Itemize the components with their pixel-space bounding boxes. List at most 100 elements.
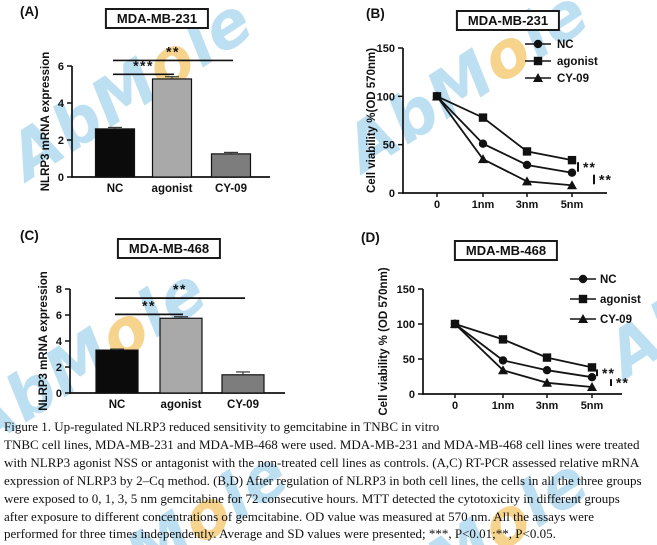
y-tick-label: 150 bbox=[397, 284, 415, 296]
x-tick-label: 0 bbox=[434, 199, 440, 211]
y-axis-label: Cell viability % (OD 570nm) bbox=[378, 267, 390, 415]
legend-label-agonist: agonist bbox=[600, 294, 641, 306]
square-marker bbox=[578, 294, 588, 304]
x-category-label: CY-09 bbox=[215, 183, 247, 195]
significance-stars: ** bbox=[602, 365, 615, 381]
triangle-marker bbox=[542, 377, 552, 387]
square-marker bbox=[587, 363, 597, 372]
bar-agonist bbox=[159, 317, 203, 394]
y-tick-label: 8 bbox=[56, 284, 62, 296]
y-tick-label: 2 bbox=[58, 135, 64, 147]
circle-marker bbox=[587, 373, 597, 382]
panel-a-bar-chart: 0 2 4 6 NLRP3 mRNA expression NC agonist CY-09 *… bbox=[40, 43, 270, 195]
square-marker bbox=[533, 56, 543, 66]
legend-label-CY-09: CY-09 bbox=[557, 73, 589, 85]
caption-line: performed for three times independently.… bbox=[4, 526, 556, 542]
triangle-marker bbox=[432, 91, 442, 101]
square-marker bbox=[542, 353, 552, 362]
bar-NC bbox=[95, 349, 139, 394]
panel-c-label: (C) bbox=[20, 228, 39, 243]
caption-line: TNBC cell lines, MDA-MB-231 and MDA-MB-4… bbox=[4, 436, 640, 452]
circle-marker bbox=[533, 39, 543, 49]
y-tick-label: 6 bbox=[58, 61, 64, 73]
x-category-label: CY-09 bbox=[227, 399, 259, 411]
x-category-label: agonist bbox=[161, 399, 202, 411]
series-line-agonist bbox=[454, 323, 593, 369]
caption-line: expression of NLRP3 by 2–Cq method. (B,D… bbox=[4, 472, 642, 488]
square-marker bbox=[478, 113, 488, 122]
y-tick-label: 50 bbox=[403, 354, 415, 366]
x-tick-label: 1nm bbox=[492, 400, 515, 412]
panel-d-label: (D) bbox=[361, 230, 380, 245]
panel-b-title: MDA-MB-231 bbox=[455, 10, 561, 31]
circle-marker bbox=[498, 356, 508, 365]
panel-c-title: MDA-MB-468 bbox=[116, 238, 222, 259]
series-line-agonist bbox=[436, 95, 573, 162]
panel-b-label: (B) bbox=[366, 6, 385, 21]
panel-a-title: MDA-MB-231 bbox=[104, 8, 210, 29]
circle-marker bbox=[542, 366, 552, 375]
panel-c: (C) MDA-MB-468 0 2 4 6 8 NLRP3 mRNA expressio… bbox=[0, 222, 330, 418]
significance-stars: ** bbox=[616, 375, 629, 391]
panel-a-label: (A) bbox=[20, 4, 39, 19]
panel-a: (A) MDA-MB-231 0 2 4 6 NLRP3 mRNA expression… bbox=[0, 0, 330, 222]
significance-stars: ** bbox=[599, 171, 612, 187]
legend-label-CY-09: CY-09 bbox=[600, 314, 632, 326]
significance-stars: ** bbox=[583, 159, 596, 175]
x-tick-label: 3nm bbox=[516, 199, 539, 211]
x-category-label: NC bbox=[109, 399, 126, 411]
bar-NC bbox=[94, 128, 136, 178]
panel-c-bar-chart: 0 2 4 6 8 NLRP3 mRNA expression NC agonist CY-09… bbox=[38, 271, 285, 411]
panel-d-title: MDA-MB-468 bbox=[453, 240, 559, 261]
bar-CY-09 bbox=[221, 374, 265, 394]
y-tick-label: 4 bbox=[56, 336, 63, 348]
y-tick-label: 0 bbox=[56, 388, 62, 400]
y-axis-label: Cell viability %(OD 570nm) bbox=[366, 48, 378, 193]
bar-CY-09 bbox=[210, 153, 252, 178]
y-tick-label: 4 bbox=[58, 98, 65, 110]
caption-line: with NLRP3 agonist NSS or antagonist wit… bbox=[4, 454, 640, 470]
x-tick-label: 5nm bbox=[561, 199, 584, 211]
figure-caption: Figure 1. Up-regulated NLRP3 reduced sen… bbox=[4, 418, 654, 543]
y-tick-label: 150 bbox=[377, 43, 395, 55]
square-marker bbox=[498, 335, 508, 344]
circle-marker bbox=[567, 168, 577, 177]
triangle-marker bbox=[533, 73, 543, 82]
caption-line: after exposure to different concentratio… bbox=[4, 508, 594, 524]
square-marker bbox=[567, 155, 577, 165]
y-tick-label: 6 bbox=[56, 310, 62, 322]
x-tick-label: 3nm bbox=[536, 400, 559, 412]
circle-marker bbox=[478, 139, 488, 148]
x-category-label: NC bbox=[107, 183, 124, 195]
y-tick-label: 2 bbox=[56, 362, 62, 374]
legend-label-agonist: agonist bbox=[557, 56, 598, 68]
panel-b: (B) MDA-MB-231 0 50 100 150 Cell viability %… bbox=[330, 0, 657, 222]
significance-stars: ** bbox=[173, 281, 187, 297]
y-tick-label: 0 bbox=[409, 389, 415, 401]
triangle-marker bbox=[450, 319, 460, 328]
y-tick-label: 100 bbox=[377, 91, 395, 103]
series-line-CY-09 bbox=[454, 323, 593, 388]
bar-agonist bbox=[151, 78, 193, 178]
circle-marker bbox=[578, 274, 588, 284]
triangle-marker bbox=[522, 176, 532, 186]
circle-marker bbox=[522, 160, 532, 170]
y-axis-label: NLRP3 mRNA expression bbox=[40, 52, 52, 192]
series-line-CY-09 bbox=[436, 95, 573, 187]
x-tick-label: 1nm bbox=[472, 199, 495, 211]
square-marker bbox=[522, 147, 532, 156]
y-axis-label: NLRP3 mRNA expression bbox=[38, 271, 50, 411]
x-category-label: agonist bbox=[152, 183, 193, 195]
x-tick-label: 0 bbox=[452, 400, 458, 412]
series-line-NC bbox=[454, 323, 593, 379]
x-tick-label: 5nm bbox=[581, 400, 604, 412]
significance-stars: ** bbox=[142, 297, 156, 313]
y-tick-label: 100 bbox=[397, 319, 415, 331]
triangle-marker bbox=[587, 382, 597, 391]
y-tick-label: 0 bbox=[58, 172, 64, 184]
triangle-marker bbox=[478, 154, 488, 164]
y-tick-label: 50 bbox=[383, 140, 395, 152]
triangle-marker bbox=[498, 365, 508, 375]
